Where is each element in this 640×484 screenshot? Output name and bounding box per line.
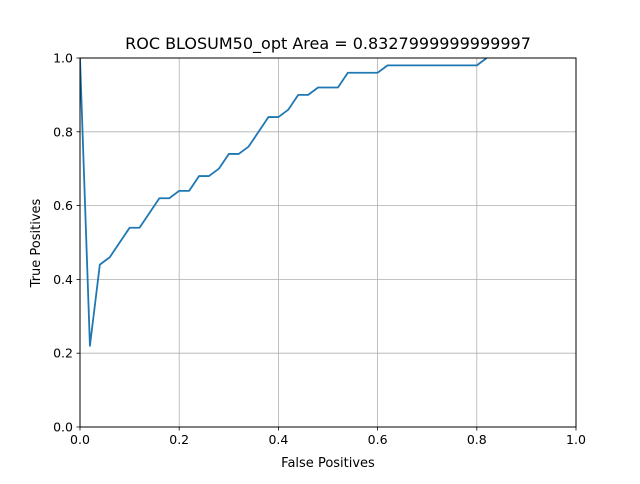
series-layer xyxy=(80,57,488,347)
x-tick-label: 0.6 xyxy=(368,432,388,447)
y-axis-label: True Positives xyxy=(29,198,44,288)
y-tick-label: 1.0 xyxy=(53,51,73,66)
x-tick-label: 0.4 xyxy=(268,432,288,447)
ticks: 0.0 0.2 0.4 0.6 0.8 1.0 0.0 0.2 0.4 0.6 0.8 1.0 xyxy=(53,51,586,448)
x-tick-label: 0.8 xyxy=(467,432,487,447)
y-tick-label: 0.4 xyxy=(53,272,73,287)
x-tick-label: 0.2 xyxy=(169,432,189,447)
x-tick-label: 0.0 xyxy=(70,432,90,447)
roc-curve-line xyxy=(80,57,488,347)
x-tick-label: 1.0 xyxy=(566,432,586,447)
axes-frame xyxy=(79,57,577,428)
y-tick-label: 0.2 xyxy=(53,346,73,361)
y-tick-label: 0.6 xyxy=(53,198,73,213)
y-tick-label: 0.8 xyxy=(53,124,73,139)
chart-title: ROC BLOSUM50_opt Area = 0.83279999999999… xyxy=(125,34,531,54)
y-tick-label: 0.0 xyxy=(53,420,73,435)
x-axis-label: False Positives xyxy=(281,456,375,471)
